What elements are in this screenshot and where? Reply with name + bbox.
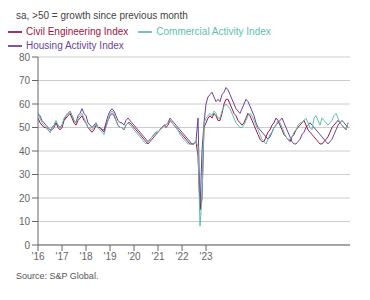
svg-text:10: 10 [19, 216, 31, 227]
svg-text:30: 30 [19, 169, 31, 180]
svg-text:'19: '19 [103, 251, 116, 262]
svg-text:50: 50 [19, 122, 31, 133]
svg-text:20: 20 [19, 193, 31, 204]
html-text:Commercial Activity Index: Commercial Activity Index [156, 25, 271, 37]
html-text:Civil Engineering Index: Civil Engineering Index [26, 25, 129, 37]
html-text:sa, >50 = growth since previou: sa, >50 = growth since previous month [16, 10, 188, 21]
svg-text:40: 40 [19, 146, 31, 157]
svg-text:'18: '18 [79, 251, 92, 262]
svg-text:'23: '23 [199, 251, 212, 262]
svg-text:80: 80 [19, 52, 31, 63]
svg-text:'22: '22 [175, 251, 188, 262]
svg-text:70: 70 [19, 75, 31, 86]
svg-text:'20: '20 [127, 251, 140, 262]
svg-text:'16: '16 [31, 251, 44, 262]
svg-text:60: 60 [19, 99, 31, 110]
svg-text:'21: '21 [151, 251, 164, 262]
svg-text:'17: '17 [55, 251, 68, 262]
html-text:Housing Activity Index: Housing Activity Index [26, 39, 124, 51]
html-text:Source: S&P Global.: Source: S&P Global. [16, 271, 99, 281]
svg-text:0: 0 [24, 240, 30, 251]
